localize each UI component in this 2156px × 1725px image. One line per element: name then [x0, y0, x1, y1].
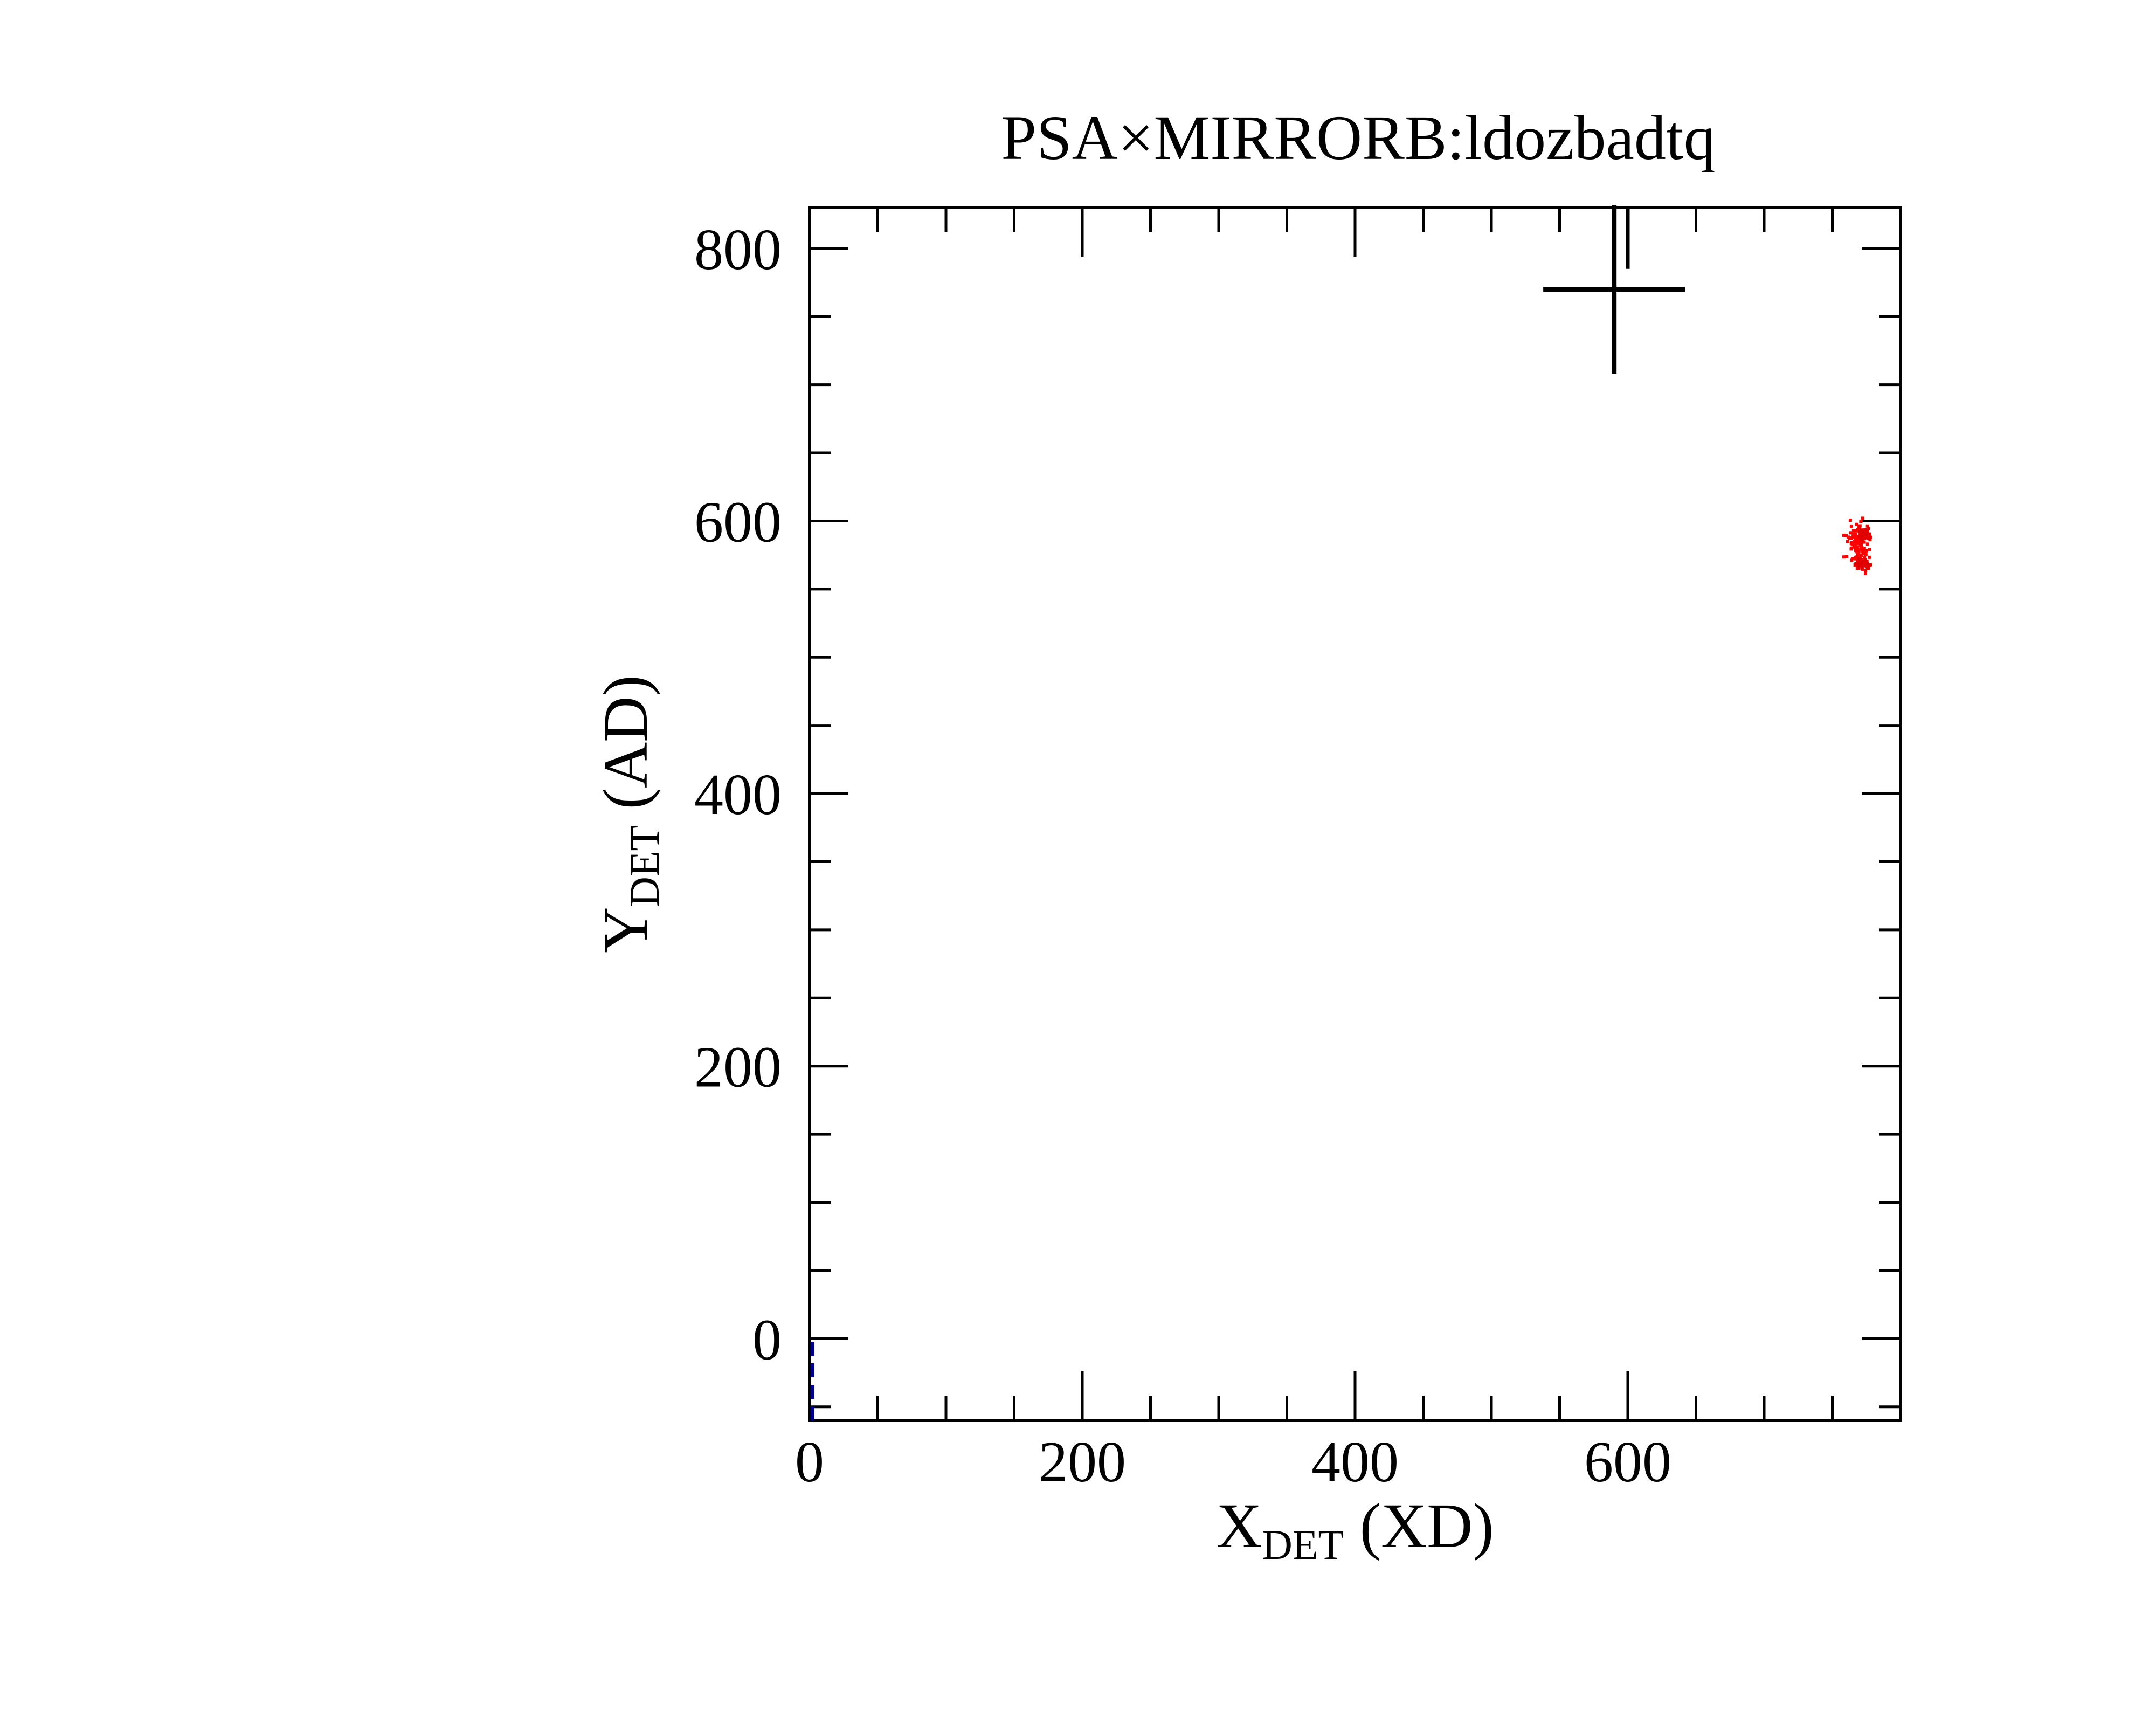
data-point [1867, 527, 1870, 530]
data-point [1848, 519, 1852, 522]
x-tick-label: 200 [1039, 1430, 1126, 1494]
data-point [1865, 529, 1869, 533]
data-point [1859, 528, 1863, 532]
x-tick-label: 0 [795, 1430, 824, 1494]
y-tick-label: 400 [694, 763, 782, 827]
data-point [1849, 546, 1853, 550]
data-points [1842, 516, 1873, 575]
data-point [1854, 555, 1857, 559]
data-point [1857, 530, 1861, 534]
data-point [1857, 551, 1861, 555]
y-tick-label: 200 [694, 1036, 782, 1100]
x-tick-label: 600 [1584, 1430, 1671, 1494]
data-point [1865, 562, 1869, 566]
x-axis-label-tail: (XD) [1344, 1491, 1494, 1561]
data-point [1854, 538, 1857, 542]
data-point [1860, 550, 1864, 554]
data-point [1862, 547, 1866, 550]
data-point [1855, 540, 1859, 544]
data-point [1861, 533, 1864, 536]
data-point [1854, 562, 1857, 566]
data-point [1861, 530, 1865, 534]
data-point [1861, 560, 1865, 563]
data-point [1861, 551, 1865, 555]
data-point [1858, 535, 1862, 539]
data-point [1865, 542, 1869, 546]
data-point [1855, 558, 1859, 562]
data-point [1869, 535, 1873, 539]
axis-ticks [808, 208, 1902, 1420]
data-point [1851, 529, 1855, 533]
data-point [1855, 522, 1858, 526]
y-axis-label-main: Y [590, 907, 661, 953]
data-point [1864, 534, 1868, 537]
data-point [1860, 546, 1864, 549]
data-point [1842, 555, 1846, 559]
data-point [1853, 544, 1857, 548]
data-point [1865, 559, 1869, 563]
data-point [1865, 536, 1869, 540]
y-axis-label: YDET (AD) [590, 675, 668, 953]
plot-markers [810, 204, 1685, 1420]
data-point [1854, 533, 1857, 536]
data-point [1850, 558, 1854, 562]
data-point [1865, 524, 1869, 528]
data-point [1864, 549, 1868, 553]
data-point [1864, 571, 1868, 575]
axis-tick-labels: 0 200 400 600 0 200 400 600 800 [694, 218, 1671, 1494]
data-point [1844, 555, 1848, 558]
x-axis-label-main: X [1216, 1491, 1262, 1561]
data-point [1863, 564, 1867, 568]
data-point [1858, 539, 1862, 542]
x-tick-label: 400 [1311, 1430, 1399, 1494]
data-point [1865, 532, 1869, 535]
data-point [1856, 528, 1860, 532]
data-point [1859, 520, 1863, 523]
data-point [1860, 538, 1863, 542]
data-point [1846, 540, 1849, 543]
y-axis-label-sub: DET [621, 825, 668, 907]
data-point [1849, 542, 1853, 546]
data-point [1849, 531, 1853, 535]
data-point [1849, 524, 1853, 528]
data-point [1868, 555, 1871, 559]
data-point [1850, 556, 1854, 560]
data-point [1842, 533, 1846, 537]
x-axis-label: XDET (XD) [1216, 1491, 1494, 1568]
data-point [1868, 548, 1871, 551]
data-point [1848, 536, 1851, 540]
data-point [1860, 542, 1863, 546]
data-point [1864, 569, 1868, 572]
data-point [1860, 554, 1864, 557]
data-point [1851, 533, 1855, 536]
data-point [1855, 545, 1859, 549]
data-point [1860, 566, 1864, 570]
data-point [1844, 534, 1848, 537]
data-point [1869, 563, 1872, 567]
data-point [1856, 556, 1860, 560]
chart-title: PSA×MIRRORB:ldozbadtq [1001, 102, 1715, 173]
data-point [1857, 525, 1861, 529]
data-point [1858, 558, 1862, 562]
data-point [1857, 557, 1861, 561]
data-point [1853, 535, 1857, 539]
data-point [1861, 561, 1865, 565]
y-tick-label: 600 [694, 490, 782, 554]
data-point [1854, 548, 1857, 552]
data-point [1857, 566, 1861, 570]
plot-frame [808, 206, 1902, 1422]
data-point [1858, 562, 1862, 566]
y-tick-label: 800 [694, 218, 782, 282]
data-point [1864, 553, 1868, 557]
data-point [1858, 548, 1862, 551]
data-point [1863, 555, 1867, 559]
data-point [1867, 534, 1870, 538]
x-axis-label-sub: DET [1262, 1521, 1344, 1568]
data-point [1868, 538, 1872, 542]
y-axis-label-tail: (AD) [590, 675, 661, 825]
data-point [1861, 516, 1864, 520]
y-tick-label: 0 [752, 1308, 782, 1372]
